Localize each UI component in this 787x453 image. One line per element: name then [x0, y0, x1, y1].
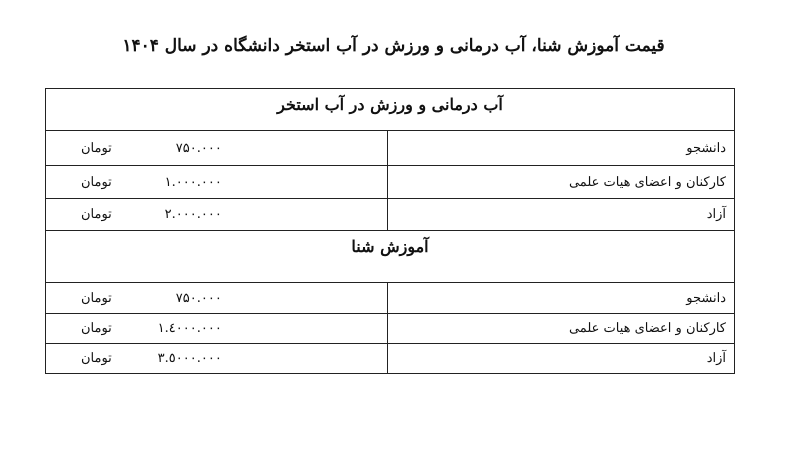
- price-cell: تومان ۳.٥۰۰۰.۰۰۰: [45, 343, 388, 374]
- unit: تومان: [81, 321, 112, 336]
- category-label: دانشجو: [387, 130, 735, 166]
- unit: تومان: [81, 351, 112, 366]
- table-row: آزاد تومان ۲.۰۰۰.۰۰۰: [45, 198, 735, 231]
- table-row: دانشجو تومان ۷۵۰.۰۰۰: [45, 282, 735, 314]
- section-header: آب درمانی و ورزش در آب استخر: [45, 88, 735, 131]
- amount: ۷۵۰.۰۰۰: [175, 140, 222, 156]
- table-row: کارکنان و اعضای هیات علمی تومان ۱.٤۰۰۰.۰۰۰: [45, 313, 735, 344]
- amount: ۱.٤۰۰۰.۰۰۰: [157, 321, 222, 336]
- section-heading: آب درمانی و ورزش در آب استخر: [45, 88, 735, 131]
- category-label: دانشجو: [387, 282, 735, 314]
- amount: ۳.٥۰۰۰.۰۰۰: [157, 351, 222, 366]
- price-cell: تومان ۷۵۰.۰۰۰: [45, 130, 388, 166]
- price-cell: تومان ۷۵۰.۰۰۰: [45, 282, 388, 314]
- table-row: کارکنان و اعضای هیات علمی تومان ۱.۰۰۰.۰۰۰: [45, 165, 735, 199]
- document-title: قیمت آموزش شنا، آب درمانی و ورزش در آب ا…: [122, 36, 665, 56]
- price-table: آب درمانی و ورزش در آب استخر دانشجو تومان…: [45, 88, 735, 374]
- table-row: دانشجو تومان ۷۵۰.۰۰۰: [45, 130, 735, 166]
- unit: تومان: [81, 140, 112, 156]
- amount: ۲.۰۰۰.۰۰۰: [164, 207, 222, 222]
- category-label: آزاد: [387, 343, 735, 374]
- amount: ۷۵۰.۰۰۰: [175, 290, 222, 306]
- table-row: آزاد تومان ۳.٥۰۰۰.۰۰۰: [45, 343, 735, 374]
- section-heading: آموزش شنا: [45, 230, 735, 283]
- category-label: آزاد: [387, 198, 735, 231]
- amount: ۱.۰۰۰.۰۰۰: [164, 174, 222, 190]
- price-cell: تومان ۲.۰۰۰.۰۰۰: [45, 198, 388, 231]
- unit: تومان: [81, 290, 112, 306]
- category-label: کارکنان و اعضای هیات علمی: [387, 165, 735, 199]
- section-header: آموزش شنا: [45, 230, 735, 283]
- unit: تومان: [81, 174, 112, 190]
- price-cell: تومان ۱.۰۰۰.۰۰۰: [45, 165, 388, 199]
- category-label: کارکنان و اعضای هیات علمی: [387, 313, 735, 344]
- price-cell: تومان ۱.٤۰۰۰.۰۰۰: [45, 313, 388, 344]
- unit: تومان: [81, 207, 112, 222]
